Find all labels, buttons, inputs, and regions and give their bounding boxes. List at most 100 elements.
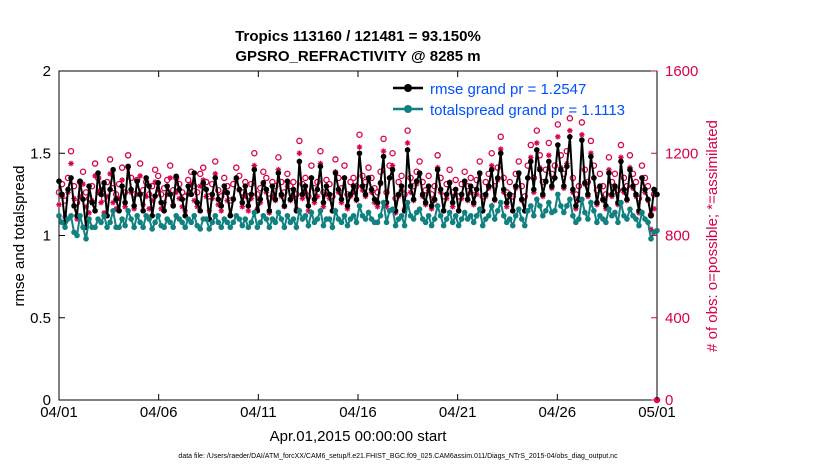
series-point-spread bbox=[543, 208, 549, 214]
obs-possible-point bbox=[605, 154, 613, 161]
series-point-rmse bbox=[362, 191, 369, 198]
obs-possible-point bbox=[626, 152, 634, 159]
series-point-spread bbox=[146, 216, 152, 222]
series-point-rmse bbox=[494, 175, 501, 181]
series-point-spread bbox=[422, 219, 429, 226]
legend-rmse-marker bbox=[404, 84, 412, 92]
obs-possible-point bbox=[644, 182, 652, 190]
obs-possible-point bbox=[323, 176, 330, 184]
series-point-rmse bbox=[594, 199, 600, 206]
series-point-spread bbox=[209, 219, 216, 226]
obs-possible-point bbox=[617, 141, 625, 149]
series-point-spread bbox=[410, 216, 417, 222]
series-point-spread bbox=[134, 212, 140, 219]
series-point-spread bbox=[365, 209, 372, 216]
series-point-rmse bbox=[290, 186, 297, 193]
series-point-spread bbox=[594, 219, 600, 226]
series-point-rmse bbox=[440, 208, 447, 214]
y-tick-label: 1 bbox=[43, 228, 51, 245]
obs-possible-point bbox=[166, 162, 174, 169]
obs-possible-point bbox=[611, 170, 619, 178]
obs-possible-point bbox=[632, 178, 640, 186]
obs-assimilated-point bbox=[449, 203, 456, 210]
series-point-spread bbox=[191, 212, 198, 219]
series-point-rmse bbox=[431, 196, 438, 203]
series-point-rmse bbox=[59, 191, 65, 198]
series-point-rmse bbox=[80, 196, 86, 203]
series-point-rmse bbox=[122, 199, 128, 206]
obs-assimilated-point bbox=[579, 131, 585, 138]
series-point-spread bbox=[449, 219, 456, 226]
obs-possible-point bbox=[446, 166, 453, 173]
series-point-rmse bbox=[194, 199, 201, 206]
series-point-spread bbox=[636, 222, 642, 229]
series-point-rmse bbox=[242, 183, 249, 189]
series-point-rmse bbox=[500, 186, 507, 193]
obs-assimilated-point bbox=[374, 203, 381, 210]
y-tick-label: 0 bbox=[43, 392, 51, 409]
series-point-spread bbox=[239, 222, 246, 229]
series-point-spread bbox=[110, 208, 116, 214]
series-point-rmse bbox=[269, 183, 276, 189]
obs-possible-point bbox=[425, 172, 432, 180]
obs-possible-point bbox=[260, 168, 267, 176]
obs-asterisk-stroke bbox=[137, 173, 143, 179]
series-point-rmse bbox=[239, 199, 246, 206]
obs-asterisk-stroke bbox=[98, 200, 104, 205]
obs-asterisk-stroke bbox=[245, 208, 251, 214]
series-point-spread bbox=[179, 219, 186, 226]
series-point-spread bbox=[552, 208, 558, 214]
series-point-spread bbox=[83, 235, 89, 242]
series-point-rmse bbox=[170, 203, 176, 209]
obs-assimilated-point bbox=[119, 177, 125, 183]
series-point-rmse bbox=[230, 196, 237, 203]
series-point-spread bbox=[272, 219, 279, 226]
series-point-rmse bbox=[179, 196, 186, 203]
series-point-spread bbox=[317, 208, 324, 214]
series-layer bbox=[56, 134, 660, 243]
series-point-spread bbox=[476, 206, 483, 212]
series-point-spread bbox=[645, 219, 651, 226]
series-point-rmse bbox=[555, 142, 561, 148]
obs-possible-point bbox=[67, 147, 75, 155]
series-point-spread bbox=[98, 219, 104, 226]
series-point-rmse bbox=[573, 203, 579, 209]
series-point-spread bbox=[92, 224, 98, 231]
series-point-rmse bbox=[296, 158, 303, 165]
obs-assimilated-point bbox=[503, 203, 510, 210]
obs-asterisk-stroke bbox=[357, 144, 362, 150]
series-point-spread bbox=[308, 209, 315, 216]
series-point-spread bbox=[639, 209, 645, 216]
series-point-spread bbox=[362, 216, 369, 222]
series-point-spread bbox=[555, 191, 561, 198]
series-point-spread bbox=[633, 216, 639, 222]
series-point-spread bbox=[579, 196, 585, 203]
obs-possible-point bbox=[365, 164, 372, 171]
series-point-spread bbox=[212, 212, 219, 219]
series-point-rmse bbox=[558, 166, 564, 173]
series-point-spread bbox=[428, 222, 435, 229]
obs-asterisk-stroke bbox=[122, 204, 128, 210]
obs-possible-point bbox=[251, 149, 258, 157]
obs-possible-point bbox=[254, 191, 261, 198]
obs-possible-point bbox=[263, 174, 270, 182]
series-point-rmse bbox=[389, 166, 396, 173]
series-point-spread bbox=[263, 216, 270, 222]
series-point-spread bbox=[606, 206, 612, 212]
series-point-rmse bbox=[624, 196, 630, 203]
series-point-rmse bbox=[257, 196, 264, 203]
series-point-rmse bbox=[425, 183, 432, 189]
series-point-spread bbox=[648, 235, 654, 242]
obs-possible-point bbox=[124, 152, 132, 159]
series-point-rmse bbox=[68, 175, 74, 181]
series-point-rmse bbox=[618, 158, 624, 165]
series-point-spread bbox=[56, 212, 62, 219]
series-point-spread bbox=[167, 219, 173, 226]
series-point-rmse bbox=[308, 175, 315, 181]
series-point-spread bbox=[104, 224, 110, 231]
legend-spread-marker bbox=[404, 105, 412, 113]
series-point-rmse bbox=[320, 199, 327, 206]
x-tick-label: 04/26 bbox=[539, 404, 577, 421]
series-point-spread bbox=[491, 216, 498, 222]
series-point-rmse bbox=[546, 158, 552, 165]
